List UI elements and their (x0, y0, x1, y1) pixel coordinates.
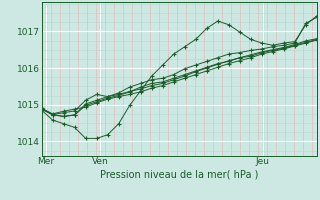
X-axis label: Pression niveau de la mer( hPa ): Pression niveau de la mer( hPa ) (100, 169, 258, 179)
